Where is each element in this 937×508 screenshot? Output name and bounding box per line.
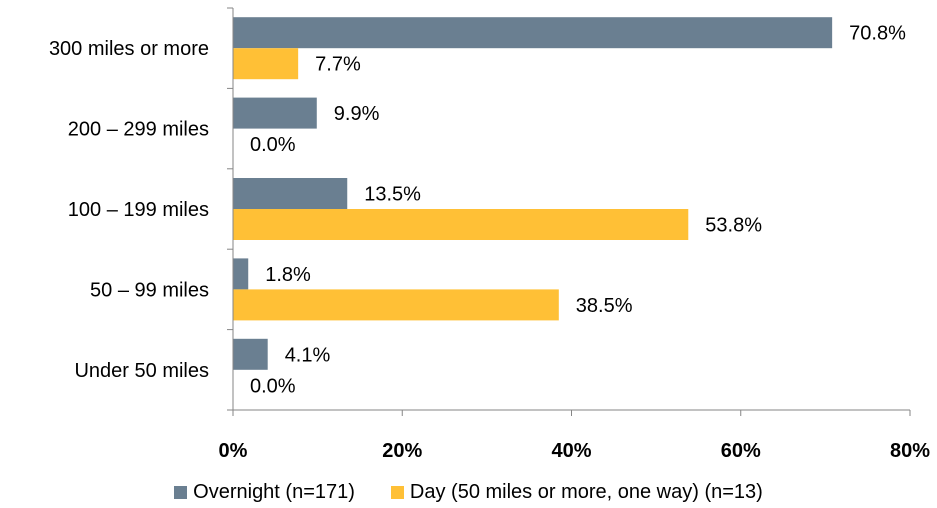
legend: Overnight (n=171) Day (50 miles or more,… [0,479,937,505]
legend-swatch-overnight [174,485,188,499]
legend-label-overnight: Overnight (n=171) [193,480,355,503]
x-tick-label: 0% [219,440,248,462]
bar-chart: 300 miles or more 70.8% 7.7% 200 – 299 mile… [49,7,930,462]
legend-item-day: Day (50 miles or more, one way) (n=13) [390,480,763,504]
category-label: 300 miles or more [49,38,209,60]
legend-swatch-day [390,485,404,499]
category-label: 200 – 299 miles [68,119,209,141]
data-label-overnight: 4.1% [285,344,331,366]
data-label-day: 38.5% [576,295,633,317]
data-label-day: 7.7% [315,54,361,76]
data-label-day: 0.0% [250,134,296,156]
bar-day [233,289,559,321]
x-tick-label: 60% [721,440,761,462]
category-label: 50 – 99 miles [90,279,209,301]
bar-overnight [233,97,317,129]
data-label-overnight: 1.8% [265,264,311,286]
bar-day [233,209,689,240]
plot-area: 300 miles or more 70.8% 7.7% 200 – 299 mile… [49,7,906,411]
x-tick-label: 80% [890,440,930,462]
data-label-day: 53.8% [705,215,762,237]
data-label-overnight: 13.5% [364,184,421,206]
bar-overnight [233,17,833,49]
data-label-overnight: 9.9% [334,103,380,125]
bar-overnight [233,178,348,209]
x-tick-label: 20% [382,440,422,462]
legend-item-overnight: Overnight (n=171) [174,481,355,504]
data-label-day: 0.0% [250,375,296,397]
category-label: Under 50 miles [74,360,209,382]
bar-overnight [233,338,268,370]
legend-label-day: Day (50 miles or more, one way) (n=13) [409,480,763,503]
x-tick-label: 40% [551,440,591,462]
data-label-overnight: 70.8% [849,23,906,45]
bar-day [233,48,299,80]
bar-overnight [233,258,249,290]
category-label: 100 – 199 miles [68,199,209,221]
